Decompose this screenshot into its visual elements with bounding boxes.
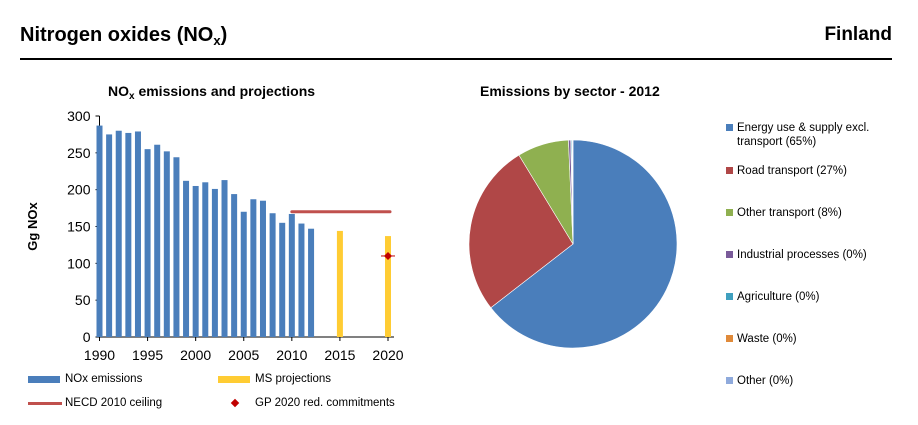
pie-chart-title: Emissions by sector - 2012 <box>480 83 660 99</box>
y-tick-label: 300 <box>67 108 91 124</box>
legend-label-ms-projections: MS projections <box>255 373 332 385</box>
legend-label-necd-ceiling: NECD 2010 ceiling <box>65 397 163 409</box>
page-title-end: ) <box>220 24 228 46</box>
pie-legend-swatch-agriculture <box>726 293 733 300</box>
nox-emission-bar <box>115 130 122 337</box>
pie-slice-energy <box>490 139 678 349</box>
x-tick-label: 1995 <box>132 347 163 363</box>
legend-swatch-ms-projections <box>218 376 250 383</box>
page-title-subscript: x <box>213 33 221 48</box>
pie-legend-swatch-other <box>726 377 733 384</box>
pie-legend-label-waste: Waste (0%) <box>737 333 797 345</box>
y-tick-label: 250 <box>67 145 91 161</box>
page-title: Nitrogen oxides (NOx) <box>20 24 227 48</box>
nox-emission-bar <box>211 188 218 337</box>
nox-emission-bar <box>202 182 209 337</box>
bar-chart-title-text: NO <box>108 83 129 99</box>
legend-label-gp-commitment: GP 2020 red. commitments <box>255 397 395 409</box>
ms-projection-bar <box>385 236 391 337</box>
pie-legend-swatch-industrial <box>726 251 733 258</box>
nox-emission-bar <box>134 131 141 337</box>
pie-legend-swatch-road <box>726 167 733 174</box>
pie-legend-swatch-energy <box>726 124 733 131</box>
nox-emission-bar <box>250 199 257 337</box>
nox-emission-bar <box>240 211 247 337</box>
nox-emission-bar <box>221 180 228 337</box>
legend-label-nox-emissions: NOx emissions <box>65 373 143 385</box>
y-tick-label: 0 <box>83 329 91 345</box>
bar-chart-title-rest: emissions and projections <box>134 83 316 99</box>
nox-emission-bar <box>144 149 151 337</box>
nox-emission-bar <box>192 185 199 337</box>
page-header: Nitrogen oxides (NOx) Finland <box>20 20 892 60</box>
pie-legend-label-other: Other (0%) <box>737 375 794 387</box>
pie-legend-label-other-transport: Other transport (8%) <box>737 207 842 219</box>
y-tick-label: 200 <box>67 182 91 198</box>
x-tick-label: 2015 <box>324 347 355 363</box>
x-tick-label: 1990 <box>84 347 115 363</box>
y-tick-label: 150 <box>67 219 91 235</box>
y-tick-label: 100 <box>67 255 91 271</box>
x-tick-label: 2020 <box>372 347 403 363</box>
nox-emission-bar <box>125 132 132 337</box>
page-title-text: Nitrogen oxides (NO <box>20 24 214 46</box>
nox-emission-bar <box>259 200 266 337</box>
ms-projection-bar <box>336 230 343 337</box>
nox-emission-bar <box>154 144 161 337</box>
pie-legend-swatch-other-transport <box>726 209 733 216</box>
legend-swatch-nox-emissions <box>28 376 60 383</box>
country-label: Finland <box>824 24 892 45</box>
y-tick-label: 50 <box>75 292 91 308</box>
nox-emission-bar <box>183 180 190 337</box>
nox-emission-bar <box>298 223 305 337</box>
nox-emission-bar <box>173 157 180 337</box>
pie-legend-label-road: Road transport (27%) <box>737 165 847 177</box>
pie-legend-label-energy: Energy use & supply excl. transport (65%… <box>737 122 870 148</box>
pie-legend-label-agriculture: Agriculture (0%) <box>737 291 820 303</box>
nox-emission-bar <box>106 134 113 337</box>
nox-emission-bar <box>163 151 170 337</box>
nox-emission-bar <box>96 125 103 338</box>
nox-emission-bar <box>308 228 315 337</box>
legend-swatch-necd-ceiling <box>28 402 62 405</box>
x-tick-label: 2000 <box>180 347 211 363</box>
nox-emission-bar <box>231 194 238 337</box>
pie-legend-label-industrial: Industrial processes (0%) <box>737 249 867 261</box>
nox-emission-bar <box>279 222 286 337</box>
y-axis-label: Gg NOx <box>25 202 40 251</box>
nox-emission-bar <box>288 213 295 337</box>
x-tick-label: 2005 <box>228 347 259 363</box>
pie-slice-road <box>468 154 574 309</box>
nox-emission-bar <box>269 213 276 337</box>
x-tick-label: 2010 <box>276 347 307 363</box>
bar-chart-title-subscript: x <box>129 91 135 102</box>
pie-legend-swatch-waste <box>726 335 733 342</box>
bar-chart-title: NOx emissions and projections <box>108 83 315 102</box>
gp-commitment-marker <box>384 251 392 260</box>
pie-slice-other <box>572 139 574 245</box>
